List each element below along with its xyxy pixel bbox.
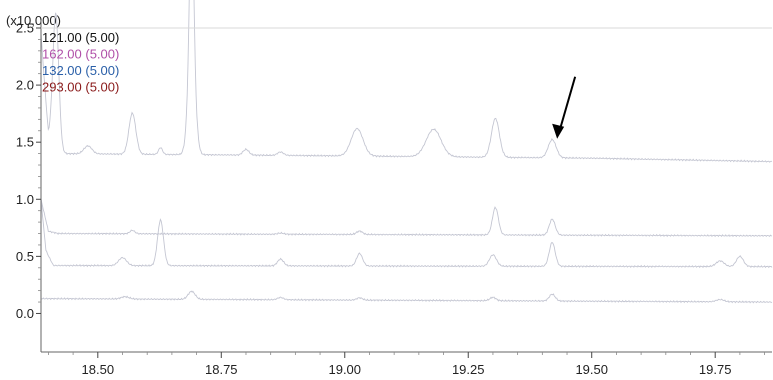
x-tick-label: 19.50 bbox=[575, 362, 608, 377]
y-tick-label: 1.0 bbox=[16, 192, 34, 207]
y-tick-label: 1.5 bbox=[16, 135, 34, 150]
y-tick-label: 2.5 bbox=[16, 20, 34, 35]
legend-entry-2: 162.00 (5.00) bbox=[42, 47, 119, 62]
y-tick-label: 2.0 bbox=[16, 78, 34, 93]
legend-entry-1: 121.00 (5.00) bbox=[42, 30, 119, 45]
plot-series-group bbox=[40, 0, 773, 304]
series-line-4 bbox=[40, 290, 773, 304]
x-tick-label: 19.00 bbox=[328, 362, 361, 377]
y-tick-label: 0.0 bbox=[16, 306, 34, 321]
series-line-2 bbox=[40, 198, 773, 238]
x-tick-label: 19.75 bbox=[699, 362, 732, 377]
axes-group: 0.0 0.5 1.0 1.5 2.0 2.5 18.50 18.75 19.00 19.25 19… bbox=[16, 20, 772, 377]
series-line-1 bbox=[40, 0, 773, 163]
x-tick-label: 18.50 bbox=[82, 362, 115, 377]
arrow-head bbox=[552, 123, 565, 139]
legend-entry-4: 293.00 (5.00) bbox=[42, 80, 119, 95]
y-tick-label: 0.5 bbox=[16, 249, 34, 264]
legend-entry-3: 132.00 (5.00) bbox=[42, 63, 119, 78]
arrow-shaft bbox=[559, 76, 577, 130]
series-line-3 bbox=[40, 199, 773, 269]
legend: 121.00 (5.00) 162.00 (5.00)132.00 (5.00) 2… bbox=[42, 30, 119, 95]
annotation-group bbox=[552, 76, 577, 139]
y-multiplier-label: (x10,000) bbox=[6, 13, 61, 28]
x-tick-label: 19.25 bbox=[452, 362, 485, 377]
x-tick-label: 18.75 bbox=[205, 362, 238, 377]
